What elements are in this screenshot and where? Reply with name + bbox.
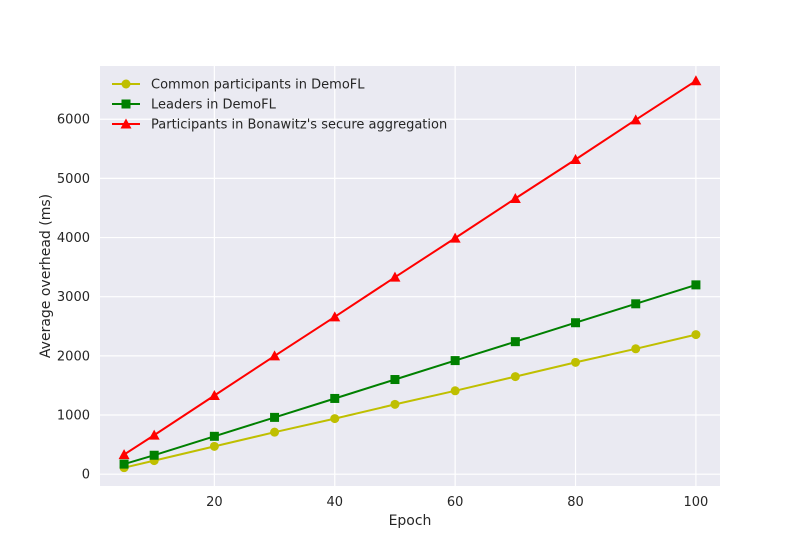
x-axis-ticks: 20 40 60 80 100 xyxy=(206,495,708,510)
data-point xyxy=(208,389,220,400)
x-tick-label: 40 xyxy=(326,495,343,510)
data-point xyxy=(390,375,400,385)
data-point xyxy=(630,114,642,125)
x-tick-label: 60 xyxy=(447,495,464,510)
legend-label: Leaders in DemoFL xyxy=(151,98,277,113)
x-tick-label: 80 xyxy=(567,495,584,510)
series-2 xyxy=(119,280,701,469)
y-axis-ticks: 0 1000 2000 3000 4000 5000 6000 xyxy=(57,113,90,483)
data-point xyxy=(270,427,280,437)
y-tick-label: 0 xyxy=(82,468,90,483)
data-point xyxy=(330,393,340,403)
data-point xyxy=(269,350,281,361)
data-point xyxy=(330,414,340,424)
data-point xyxy=(209,441,219,451)
y-axis-label: Average overhead (ms) xyxy=(38,194,54,358)
data-point xyxy=(329,311,341,322)
data-point xyxy=(510,372,520,382)
series-3 xyxy=(118,75,702,460)
data-point xyxy=(450,356,460,366)
legend-marker xyxy=(120,118,132,129)
legend-item: Leaders in DemoFL xyxy=(112,98,277,113)
data-point xyxy=(570,153,582,164)
data-point xyxy=(118,449,130,460)
legend-item: Common participants in DemoFL xyxy=(112,78,365,93)
y-tick-label: 6000 xyxy=(57,113,90,128)
x-tick-label: 100 xyxy=(684,495,709,510)
data-point xyxy=(571,318,581,328)
legend-label: Common participants in DemoFL xyxy=(151,78,365,93)
data-point xyxy=(149,450,159,460)
data-point xyxy=(450,386,460,396)
data-point xyxy=(449,232,461,243)
plot-area xyxy=(100,66,720,486)
data-point xyxy=(631,299,641,309)
data-point xyxy=(571,357,581,367)
data-point xyxy=(691,330,701,340)
x-tick-label: 20 xyxy=(206,495,223,510)
grid-lines xyxy=(100,66,720,486)
series-layer xyxy=(118,75,702,473)
legend-marker xyxy=(121,99,131,109)
series-1 xyxy=(119,330,701,473)
y-tick-label: 1000 xyxy=(57,409,90,424)
legend-item: Participants in Bonawitz's secure aggreg… xyxy=(112,118,447,133)
data-point xyxy=(389,271,401,282)
data-point xyxy=(390,399,400,409)
y-tick-label: 5000 xyxy=(57,172,90,187)
data-point xyxy=(148,429,160,440)
x-axis-label: Epoch xyxy=(389,513,432,529)
data-point xyxy=(209,431,219,441)
legend-marker xyxy=(121,79,131,89)
y-tick-label: 2000 xyxy=(57,349,90,364)
data-point xyxy=(510,337,520,347)
y-tick-label: 4000 xyxy=(57,231,90,246)
data-point xyxy=(119,459,129,469)
data-point xyxy=(690,75,702,86)
data-point xyxy=(270,412,280,422)
legend-label: Participants in Bonawitz's secure aggreg… xyxy=(151,118,447,133)
data-point xyxy=(691,280,701,290)
data-point xyxy=(631,344,641,354)
data-point xyxy=(509,193,521,204)
y-tick-label: 3000 xyxy=(57,290,90,305)
legend: Common participants in DemoFL Leaders in … xyxy=(112,78,447,133)
